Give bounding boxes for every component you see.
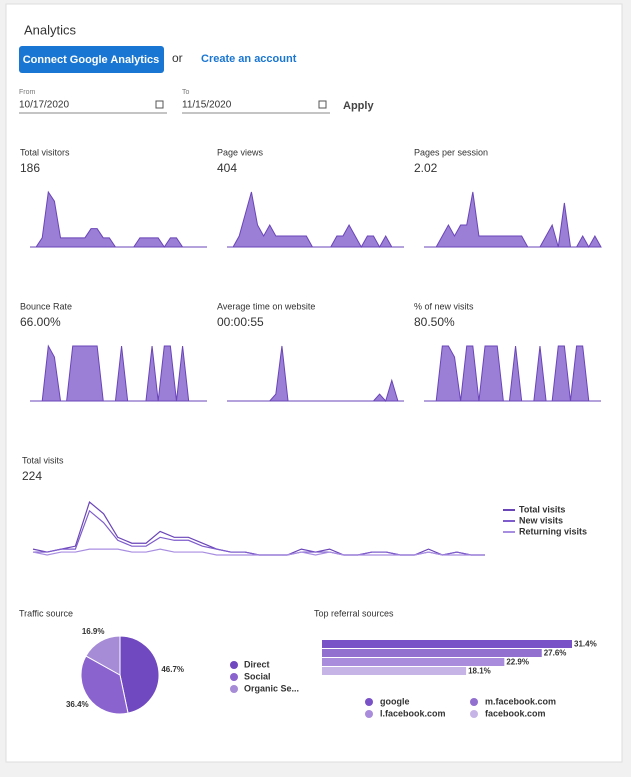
legend-dot <box>470 698 478 706</box>
metric-value: 186 <box>20 161 40 175</box>
visits-value: 224 <box>22 469 42 483</box>
apply-button[interactable]: Apply <box>343 100 374 112</box>
metric-label: Page views <box>217 147 264 157</box>
metric-label: Total visitors <box>20 147 70 157</box>
visits-label: Total visits <box>22 455 64 465</box>
bar-label: 18.1% <box>468 667 491 676</box>
legend-dot <box>365 710 373 718</box>
from-label: From <box>19 89 36 96</box>
legend-label: m.facebook.com <box>485 696 556 706</box>
bar <box>322 649 542 657</box>
metric-value: 66.00% <box>20 315 61 329</box>
legend-label: Returning visits <box>519 526 587 536</box>
legend-dot <box>470 710 478 718</box>
metric-label: % of new visits <box>414 301 474 311</box>
legend-label: Direct <box>244 659 270 669</box>
legend-label: Total visits <box>519 504 565 514</box>
calendar-icon[interactable] <box>318 100 327 109</box>
button-bg <box>19 46 164 73</box>
pie-slice <box>119 635 160 714</box>
from-input[interactable]: 10/17/2020 <box>19 100 69 111</box>
legend-label: Organic Se... <box>244 683 299 693</box>
legend-label: l.facebook.com <box>380 708 446 718</box>
connect-button[interactable]: Connect Google Analytics <box>19 46 164 73</box>
bar-label: 22.9% <box>506 658 529 667</box>
or-text: or <box>172 51 183 65</box>
legend-label: New visits <box>519 515 563 525</box>
to-label: To <box>182 89 190 96</box>
legend-label: google <box>380 696 410 706</box>
bar-title: Top referral sources <box>314 608 394 618</box>
metric-label: Pages per session <box>414 147 488 157</box>
button-label: Connect Google Analytics <box>23 54 160 66</box>
pie-label: 36.4% <box>66 700 89 709</box>
bar <box>322 667 467 675</box>
legend-label: facebook.com <box>485 708 546 718</box>
bar-label: 27.6% <box>544 649 567 658</box>
bar-label: 31.4% <box>574 640 597 649</box>
sparkline <box>424 345 601 402</box>
pie-label: 46.7% <box>161 665 184 674</box>
bar <box>322 640 572 648</box>
metric-value: 80.50% <box>414 315 455 329</box>
to-input[interactable]: 11/15/2020 <box>182 100 232 111</box>
create-link[interactable]: Create an account <box>201 53 297 65</box>
legend-dot <box>230 661 238 669</box>
metric-label: Average time on website <box>217 301 315 311</box>
metric-label: Bounce Rate <box>20 301 72 311</box>
pie-title: Traffic source <box>19 608 73 618</box>
legend-dot <box>365 698 373 706</box>
metric-value: 00:00:55 <box>217 315 264 329</box>
metric-value: 404 <box>217 161 237 175</box>
metric-value: 2.02 <box>414 161 438 175</box>
legend-dot <box>230 673 238 681</box>
title: Analytics <box>24 22 77 37</box>
pie-slice <box>85 635 121 676</box>
pie-label: 16.9% <box>82 627 105 636</box>
visits-line <box>32 548 485 556</box>
legend-dot <box>230 685 238 693</box>
calendar-icon[interactable] <box>155 100 164 109</box>
legend-label: Social <box>244 671 271 681</box>
pie-slice <box>80 655 129 715</box>
bar <box>322 658 505 666</box>
